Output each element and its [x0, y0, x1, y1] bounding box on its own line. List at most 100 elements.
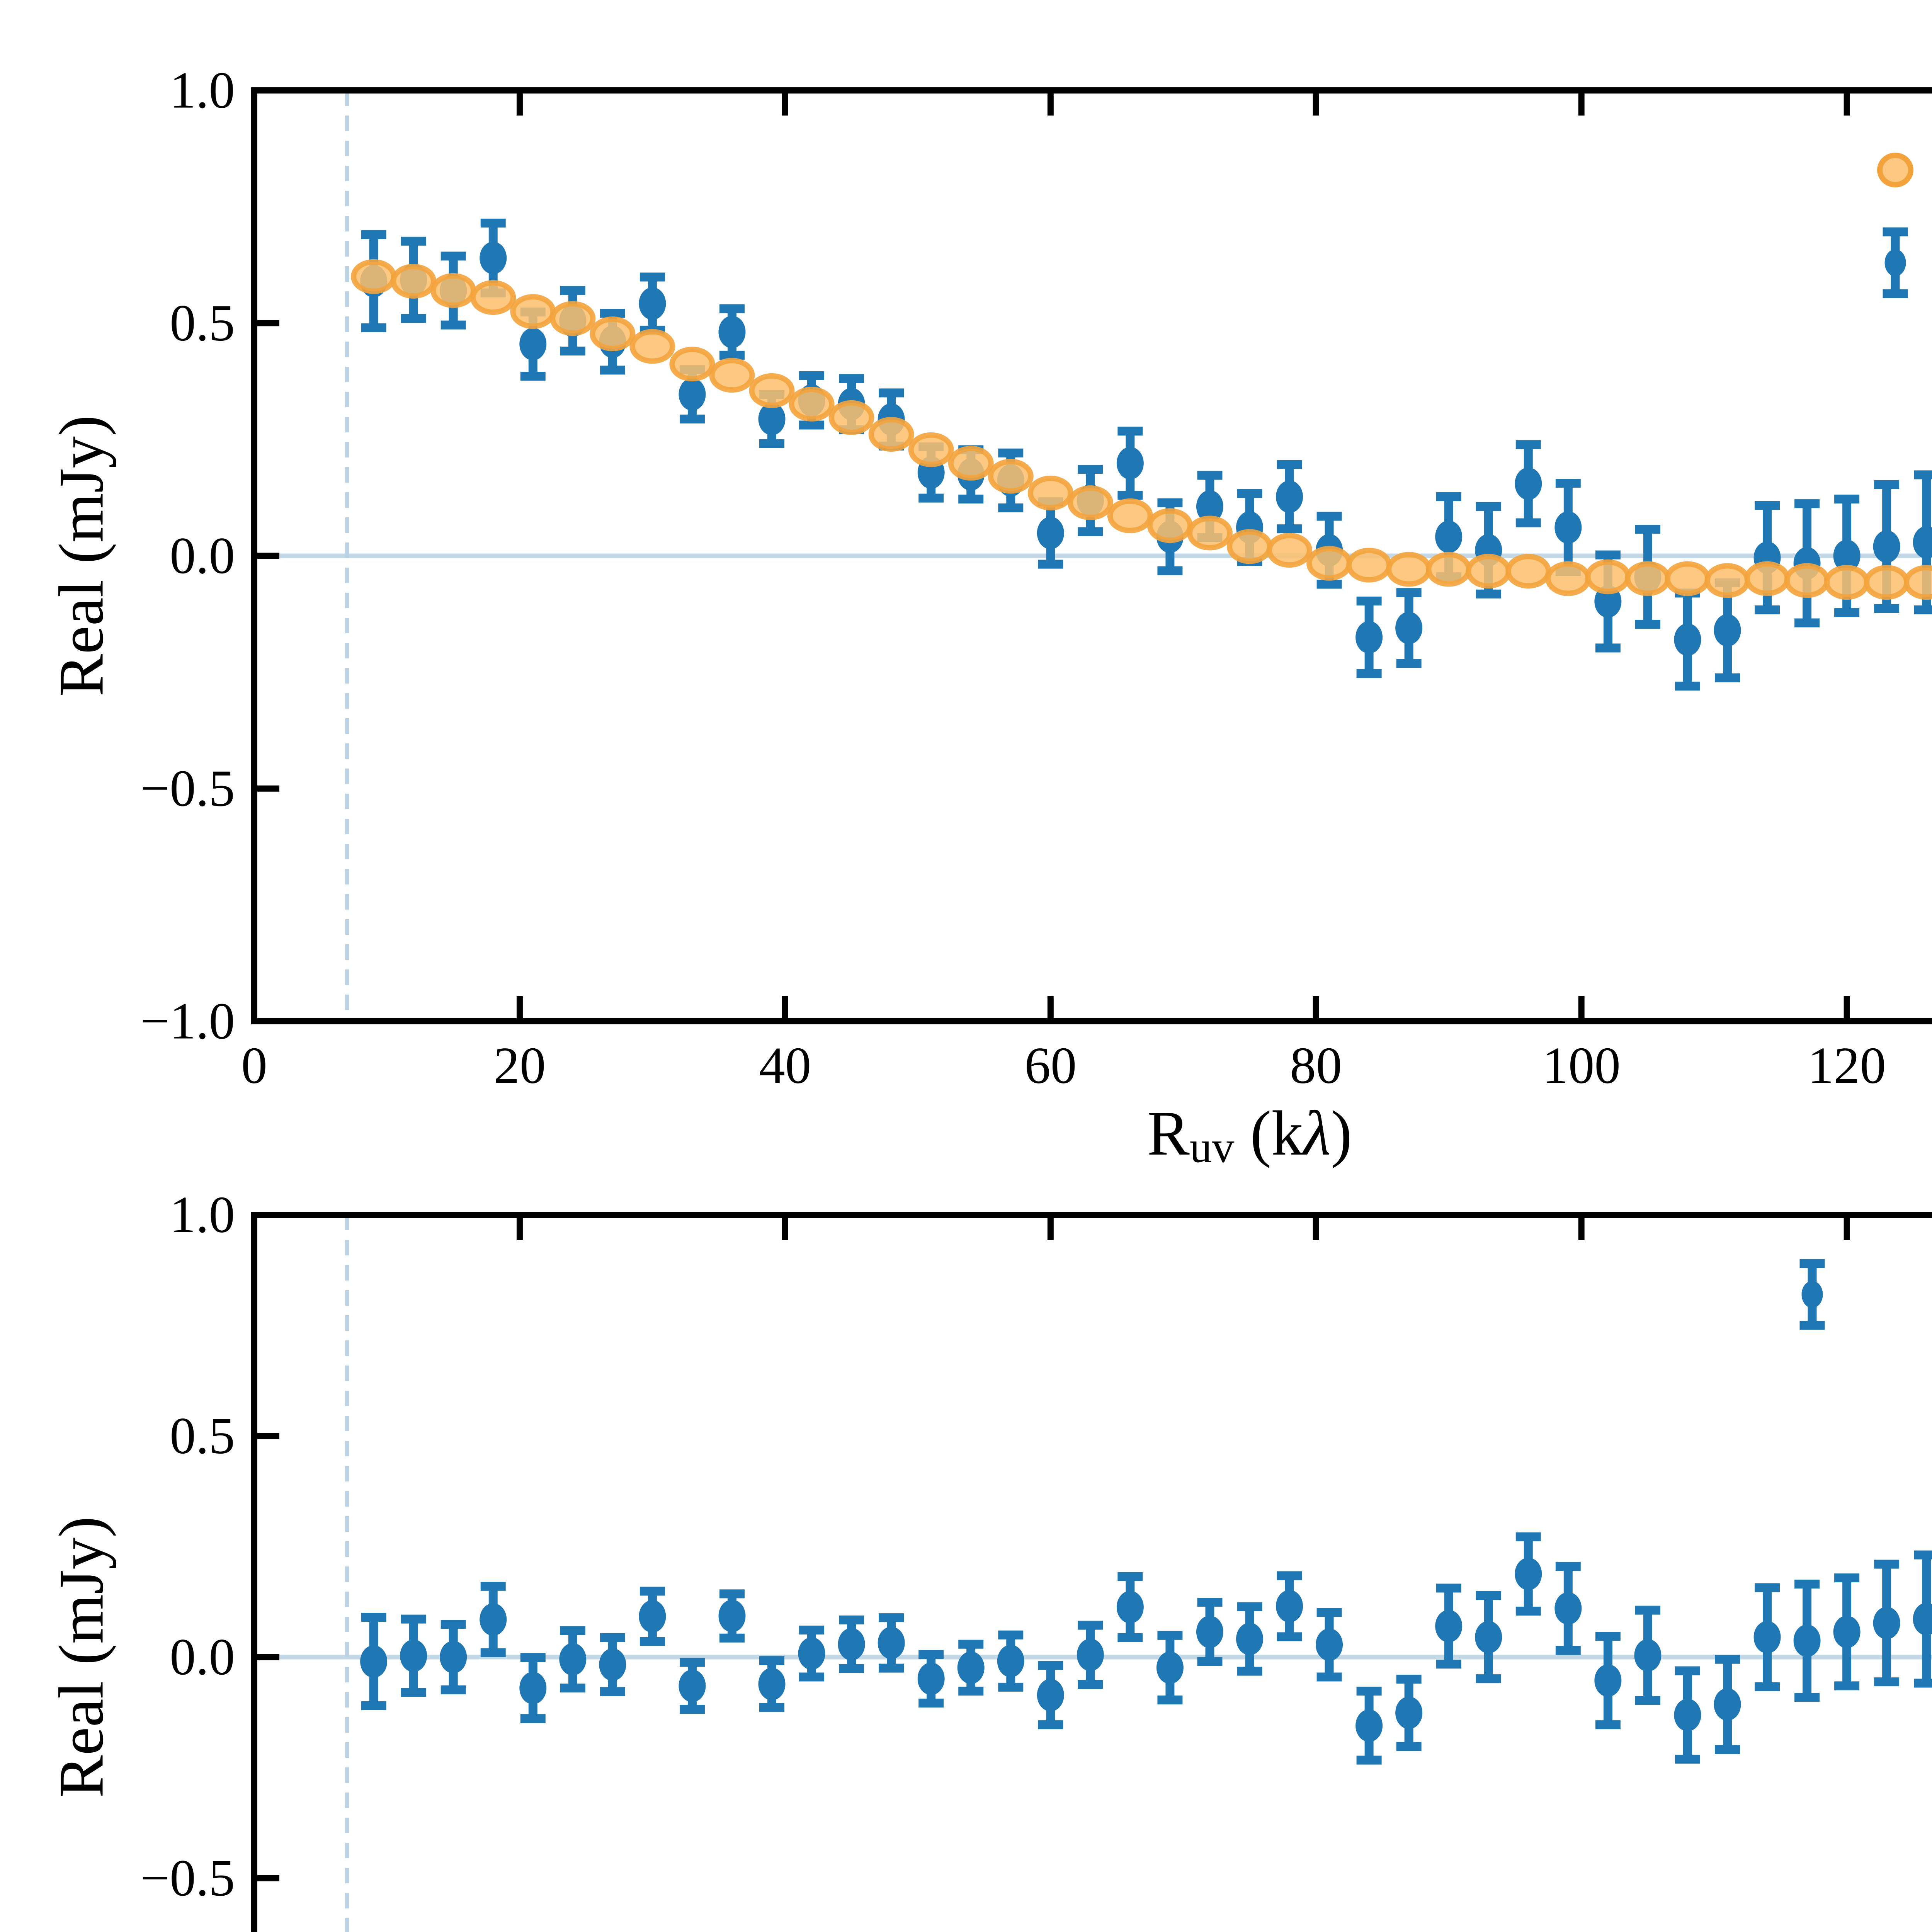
model-marker: [1665, 561, 1711, 596]
data-marker: [480, 242, 507, 274]
data-marker: [1236, 1622, 1263, 1655]
errorbar-point: [878, 1613, 905, 1673]
model-marker: [430, 273, 476, 308]
legend-entry-residuals: Residuals: [1799, 1259, 1825, 1330]
data-marker: [1395, 1696, 1423, 1729]
data-marker: [1554, 511, 1582, 544]
model-marker: [789, 386, 835, 422]
errorbar-point: [1355, 596, 1383, 678]
model-marker: [629, 329, 675, 364]
data-marker: [480, 1603, 507, 1636]
data-marker: [997, 1645, 1024, 1677]
model-marker: [1864, 565, 1910, 600]
errorbar-point: [758, 1656, 786, 1712]
data-marker: [1355, 621, 1383, 654]
model-marker: [1784, 563, 1830, 598]
data-marker: [599, 1648, 626, 1681]
model-marker: [948, 446, 994, 481]
errorbar-point: [679, 1658, 706, 1714]
errorbar-point: [1196, 1598, 1223, 1666]
model-marker: [1226, 529, 1272, 564]
data-marker: [679, 1669, 706, 1702]
model-marker: [1824, 565, 1870, 600]
errorbar-point: [1236, 1602, 1263, 1676]
y-tick-label: −1.0: [140, 993, 235, 1050]
x-tick-label: 0: [241, 1037, 267, 1095]
model-marker: [1585, 559, 1631, 594]
data-marker: [400, 1639, 427, 1672]
y-tick-label: 0.5: [170, 294, 235, 352]
errorbar-point: [798, 1626, 825, 1682]
errorbar-point: [1316, 1608, 1343, 1682]
data-marker: [798, 1637, 825, 1670]
data-series: [360, 218, 1932, 691]
model-marker: [1027, 475, 1073, 510]
errorbar-point: [1515, 440, 1542, 527]
data-marker: [1116, 447, 1144, 480]
data-marker: [639, 287, 666, 320]
legend-model-marker: [1877, 153, 1913, 188]
data-marker: [1674, 1699, 1701, 1731]
data-marker: [1395, 612, 1423, 645]
model-marker: [828, 400, 874, 435]
y-tick-label: 0.0: [170, 527, 235, 585]
residuals-series: [360, 1532, 1932, 1765]
model-marker: [1903, 565, 1932, 600]
model-marker: [1744, 561, 1790, 596]
errorbar-point: [1116, 1572, 1144, 1642]
model-marker: [749, 373, 795, 408]
y-tick-label: 0.0: [170, 1628, 235, 1686]
model-marker: [470, 280, 516, 315]
errorbar-point: [1395, 588, 1423, 668]
legend-data-marker: [1884, 249, 1906, 276]
data-marker: [1634, 1639, 1662, 1672]
data-marker: [1515, 1558, 1542, 1590]
errorbar-point: [480, 1582, 507, 1657]
y-tick-label: −0.5: [140, 1849, 235, 1907]
model-marker: [1625, 561, 1671, 596]
errorbar-point: [639, 272, 666, 335]
errorbar-point: [1355, 1687, 1383, 1765]
x-tick-label: 80: [1290, 1037, 1342, 1095]
legend-entry-data: Data: [1883, 227, 1908, 298]
data-marker: [1316, 1628, 1343, 1661]
errorbar-point: [1674, 1666, 1701, 1764]
errorbar-point: [1873, 1560, 1900, 1687]
data-marker: [1594, 1664, 1622, 1697]
errorbar-point: [1554, 479, 1582, 576]
data-marker: [1116, 1591, 1144, 1624]
y-axis-label: Real (mJy): [46, 1516, 117, 1798]
panel-bottom: 0204060801001201401.00.50.0−0.5−1.0Real …: [46, 1186, 1932, 1932]
data-marker: [758, 403, 786, 435]
model-marker: [1545, 561, 1591, 596]
data-marker: [679, 378, 706, 411]
data-marker: [878, 1626, 905, 1659]
model-marker: [1107, 498, 1153, 533]
errorbar-point: [1833, 1573, 1861, 1690]
model-marker: [988, 459, 1034, 494]
x-tick-label: 60: [1024, 1037, 1077, 1095]
data-marker: [1156, 1651, 1184, 1684]
model-marker: [391, 264, 437, 299]
y-tick-label: −0.5: [140, 760, 235, 817]
model-marker: [1267, 533, 1313, 568]
model-marker: [868, 417, 914, 452]
errorbar-point: [1515, 1532, 1542, 1616]
data-marker: [1714, 614, 1741, 647]
data-marker: [440, 1641, 467, 1673]
errorbar-point: [360, 1612, 388, 1710]
data-marker: [1077, 1638, 1104, 1671]
data-marker: [1196, 490, 1223, 523]
data-marker: [957, 1651, 985, 1684]
errorbar-point: [917, 1650, 945, 1708]
x-tick-label: 120: [1808, 1037, 1886, 1095]
model-marker: [1147, 508, 1193, 543]
legend: Residuals: [1799, 1259, 1825, 1330]
data-marker: [1833, 1616, 1861, 1648]
model-marker: [1704, 563, 1750, 598]
errorbar-point: [838, 1615, 865, 1673]
data-marker: [1196, 1616, 1223, 1648]
data-marker: [1435, 520, 1463, 553]
data-marker: [838, 1628, 865, 1661]
